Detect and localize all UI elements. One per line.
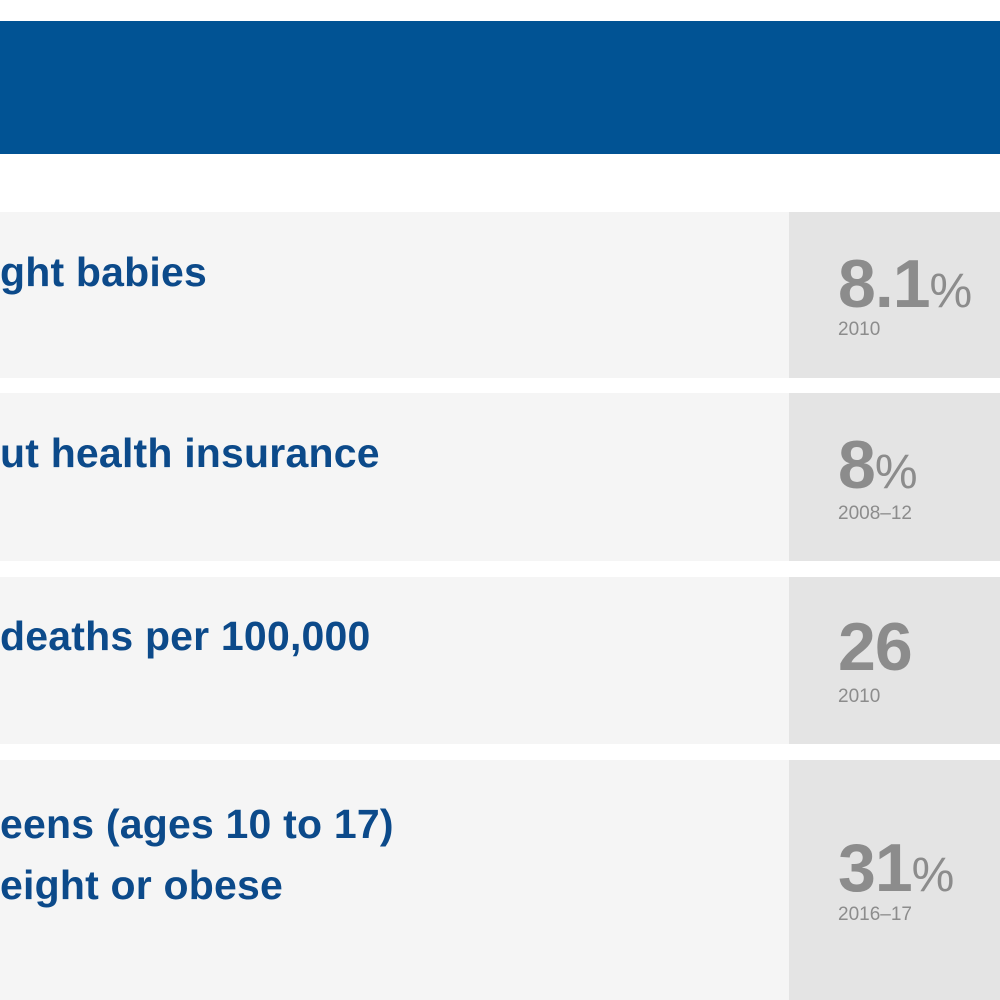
indicator-year: 2016–17 <box>838 904 912 925</box>
indicator-value: 31% <box>838 834 955 910</box>
indicator-label: ght babies <box>0 242 780 303</box>
indicator-year: 2008–12 <box>838 503 912 524</box>
indicator-row-health-insurance: ut health insurance 8% 2008–12 <box>0 393 1000 561</box>
indicator-label: ut health insurance <box>0 423 780 484</box>
indicator-label-line: eens (ages 10 to 17) <box>0 801 394 847</box>
indicator-label: deaths per 100,000 <box>0 606 780 667</box>
indicator-year: 2010 <box>838 319 881 340</box>
indicator-row-deaths-rate: deaths per 100,000 26 2010 <box>0 577 1000 744</box>
indicator-stat-box: 8% 2008–12 <box>789 393 1000 561</box>
indicator-value: 8% <box>838 431 918 507</box>
indicator-value: 26 <box>838 613 913 689</box>
indicator-label-line: deaths per 100,000 <box>0 613 371 659</box>
indicator-year: 2010 <box>838 686 881 707</box>
indicator-label-line: eight or obese <box>0 862 284 908</box>
indicator-label: eens (ages 10 to 17) eight or obese <box>0 794 780 916</box>
header-band <box>0 21 1000 154</box>
indicator-value: 8.1% <box>838 250 973 326</box>
indicator-stat-box: 31% 2016–17 <box>789 760 1000 1000</box>
indicator-value-unit: % <box>929 265 973 318</box>
indicator-value-number: 8.1 <box>838 246 931 322</box>
indicator-value-number: 31 <box>838 830 913 906</box>
indicator-value-number: 26 <box>838 609 913 685</box>
indicator-stat-box: 26 2010 <box>789 577 1000 744</box>
indicator-label-line: ut health insurance <box>0 430 380 476</box>
indicator-row-low-birth-weight: ght babies 8.1% 2010 <box>0 212 1000 378</box>
indicator-label-line: ght babies <box>0 249 208 295</box>
indicator-value-unit: % <box>874 446 918 499</box>
indicator-value-unit: % <box>911 849 955 902</box>
indicator-value-number: 8 <box>838 427 876 503</box>
indicator-stat-box: 8.1% 2010 <box>789 212 1000 378</box>
indicator-row-teen-overweight: eens (ages 10 to 17) eight or obese 31% … <box>0 760 1000 1000</box>
